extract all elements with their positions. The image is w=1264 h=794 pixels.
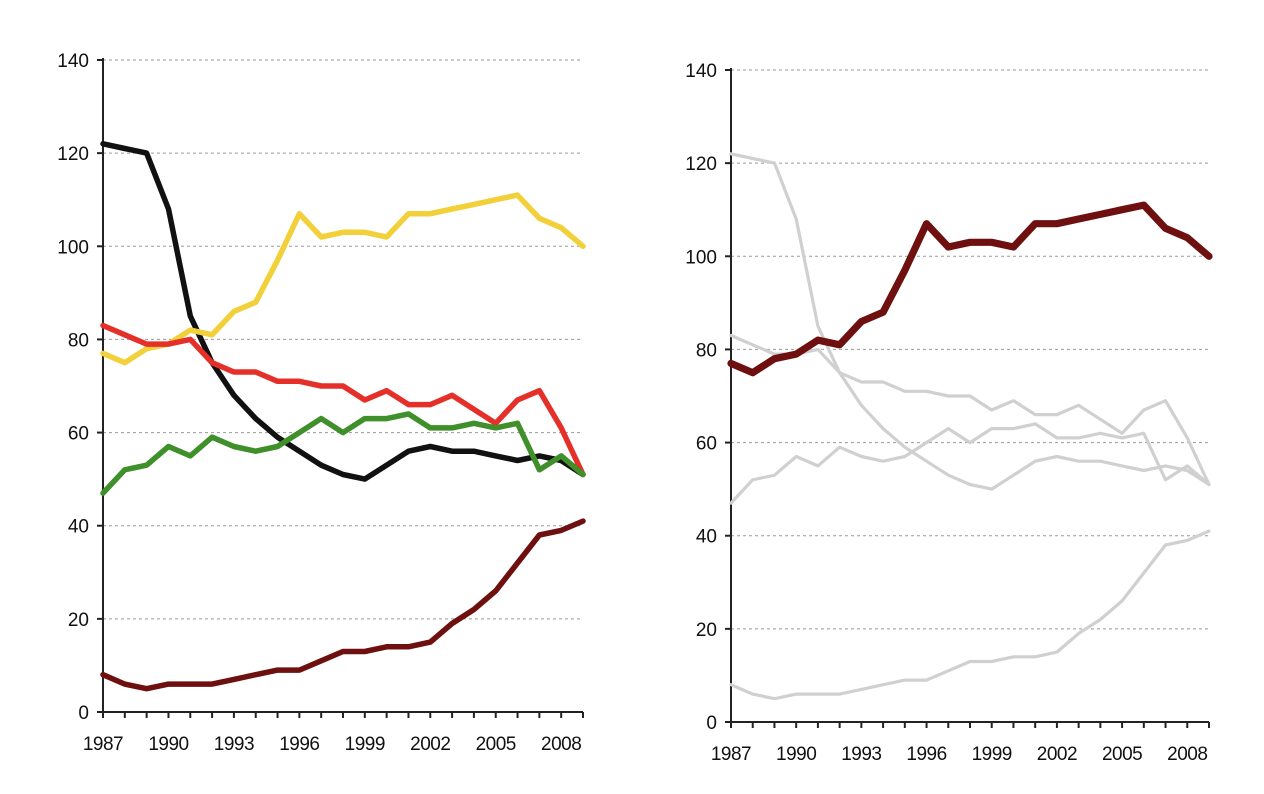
x-tick-label: 1993: [214, 734, 254, 755]
x-tick-label: 2008: [1167, 744, 1207, 765]
x-tick-label: 1996: [906, 744, 946, 765]
series-line-5: [100, 518, 586, 692]
chart-panel-1: 0 20 40 60 80 100 120 140 1987 1990 1993 1996 1999 20…: [57, 51, 586, 755]
x-tick-label: 1999: [345, 734, 385, 755]
series-line-2: [729, 333, 1211, 487]
y-tick-label: 40: [696, 527, 717, 548]
series-line-1: [729, 152, 1211, 491]
x-tick-label: 2002: [1037, 744, 1077, 765]
y-tick-label: 120: [57, 144, 89, 165]
y-tick-label: 100: [57, 237, 89, 258]
x-tick-label: 1990: [776, 744, 816, 765]
y-tick-label: 20: [68, 610, 89, 631]
x-tick-label: 1999: [972, 744, 1012, 765]
y-tick-label: 80: [696, 340, 717, 361]
y-tick-label: 100: [685, 247, 717, 268]
y-tick-label: 120: [685, 154, 717, 175]
series-line-5: [727, 201, 1213, 377]
x-tick-label: 2002: [410, 734, 450, 755]
x-tick-label: 2005: [476, 734, 516, 755]
chart-panel-2: 0 20 40 60 80 100 120 140 1987 1990 1993 1996 1999 20…: [685, 61, 1213, 765]
y-tick-label: 0: [706, 713, 717, 734]
x-tick-label: 1993: [841, 744, 881, 765]
series-line-1: [100, 141, 586, 482]
y-tick-label: 60: [696, 434, 717, 455]
series-line-4: [100, 411, 586, 496]
series-line-4: [729, 529, 1211, 701]
series-line-3: [729, 422, 1211, 505]
x-tick-label: 1987: [711, 744, 751, 765]
y-tick-label: 60: [68, 424, 89, 445]
y-tick-label: 140: [685, 61, 717, 82]
x-tick-label: 1987: [83, 734, 123, 755]
y-tick-label: 0: [78, 703, 89, 724]
y-tick-label: 40: [68, 517, 89, 538]
x-tick-label: 2008: [541, 734, 581, 755]
x-tick-label: 1990: [148, 734, 188, 755]
x-tick-label: 2005: [1102, 744, 1142, 765]
series-line-3: [100, 322, 586, 478]
y-tick-label: 80: [68, 330, 89, 351]
series-line-2: [100, 192, 586, 366]
y-tick-label: 20: [696, 620, 717, 641]
y-tick-label: 140: [57, 51, 89, 72]
x-tick-label: 1996: [279, 734, 319, 755]
